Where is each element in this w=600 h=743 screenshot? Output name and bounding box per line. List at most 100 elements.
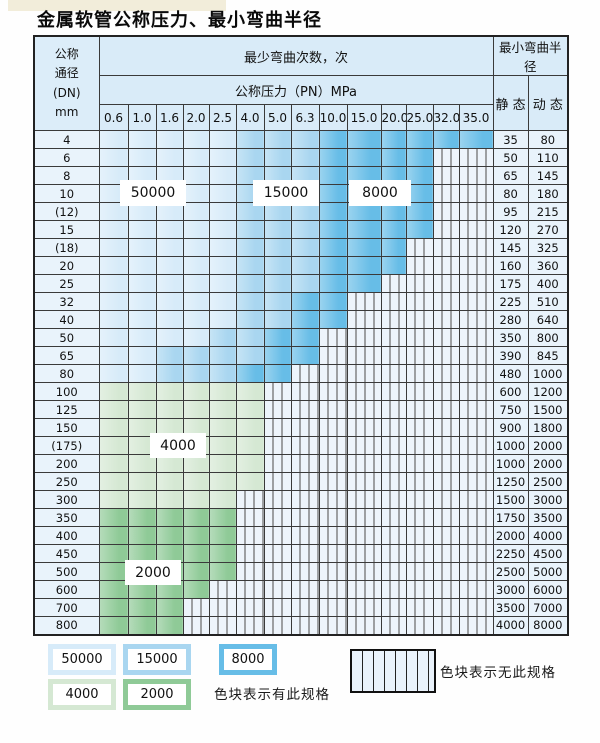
spec-cell: [98, 382, 129, 401]
spec-cell: [432, 130, 460, 149]
no-spec-hatch-cell: [458, 580, 494, 599]
spec-cell: [98, 364, 129, 383]
no-spec-hatch-cell: [290, 454, 320, 473]
spec-cell: [127, 364, 157, 383]
no-spec-hatch-cell: [405, 328, 434, 347]
dn-cell: 32: [33, 292, 100, 311]
no-spec-hatch-cell: [346, 616, 382, 635]
no-spec-hatch-cell: [235, 562, 265, 581]
spec-cell: [208, 274, 237, 293]
no-spec-hatch-cell: [263, 544, 292, 563]
dynamic-radius-cell: 2000: [527, 454, 569, 473]
no-spec-hatch-cell: [235, 526, 265, 545]
table-row: 200 1000 2000: [33, 454, 569, 473]
spec-cell: [346, 202, 382, 221]
spec-cell: [182, 544, 210, 563]
spec-cell: [155, 508, 184, 527]
no-spec-hatch-cell: [405, 598, 434, 617]
no-spec-hatch-cell: [318, 364, 348, 383]
no-spec-hatch-cell: [290, 580, 320, 599]
table-row: (175) 1000 2000: [33, 436, 569, 455]
no-spec-hatch-cell: [458, 274, 494, 293]
spec-cell: [208, 454, 237, 473]
no-spec-hatch-cell: [458, 598, 494, 617]
pressure-col-header: 10.0: [318, 104, 348, 131]
table-row: 800 4000 8000: [33, 616, 569, 635]
static-radius-cell: 2250: [492, 544, 529, 563]
no-spec-hatch-cell: [458, 148, 494, 167]
no-spec-hatch-cell: [346, 526, 382, 545]
spec-cell: [263, 238, 292, 257]
spec-cell: [208, 148, 237, 167]
no-spec-hatch-cell: [380, 490, 407, 509]
spec-cell: [235, 220, 265, 239]
spec-cell: [155, 148, 184, 167]
table-row: 50 350 800: [33, 328, 569, 347]
pressure-col-header: 25.0: [405, 104, 434, 131]
dynamic-header: 动 态: [527, 75, 569, 131]
no-spec-hatch-cell: [458, 526, 494, 545]
no-spec-hatch-cell: [405, 274, 434, 293]
dn-cell: 100: [33, 382, 100, 401]
spec-cell: [182, 274, 210, 293]
spec-cell: [263, 274, 292, 293]
no-spec-hatch-cell: [432, 148, 460, 167]
spec-cell: [182, 418, 210, 437]
no-spec-hatch-cell: [458, 472, 494, 491]
dn-cell: (175): [33, 436, 100, 455]
spec-cell: [405, 130, 434, 149]
dynamic-radius-cell: 845: [527, 346, 569, 365]
dn-header: 公称 通径 (DN) mm: [33, 35, 100, 131]
no-spec-hatch-cell: [318, 382, 348, 401]
no-spec-hatch-cell: [405, 562, 434, 581]
dynamic-radius-cell: 510: [527, 292, 569, 311]
dynamic-radius-cell: 360: [527, 256, 569, 275]
no-spec-hatch-cell: [405, 418, 434, 437]
dn-header-line: (DN): [52, 85, 81, 100]
spec-cell: [208, 328, 237, 347]
no-spec-hatch-cell: [405, 292, 434, 311]
no-spec-hatch-cell: [346, 580, 382, 599]
spec-cell: [127, 490, 157, 509]
no-spec-hatch-cell: [380, 562, 407, 581]
spec-cell: [290, 130, 320, 149]
dynamic-radius-cell: 325: [527, 238, 569, 257]
spec-cell: [182, 310, 210, 329]
no-spec-hatch-cell: [380, 364, 407, 383]
no-spec-hatch-cell: [380, 292, 407, 311]
dn-cell: 40: [33, 310, 100, 329]
no-spec-hatch-cell: [290, 526, 320, 545]
no-spec-hatch-cell: [380, 310, 407, 329]
legend-has-spec-text: 色块表示有此规格: [214, 687, 330, 703]
spec-cell: [155, 526, 184, 545]
spec-cell: [346, 256, 382, 275]
no-spec-hatch-cell: [380, 454, 407, 473]
spec-cell: [98, 148, 129, 167]
no-spec-hatch-cell: [458, 292, 494, 311]
dynamic-radius-cell: 5000: [527, 562, 569, 581]
table-row: 700 3500 7000: [33, 598, 569, 617]
spec-cell: [182, 400, 210, 419]
no-spec-hatch-cell: [458, 238, 494, 257]
no-spec-hatch-cell: [405, 526, 434, 545]
table-row: 25 175 400: [33, 274, 569, 293]
table-row: 400 2000 4000: [33, 526, 569, 545]
spec-cell: [155, 598, 184, 617]
no-spec-hatch-cell: [432, 274, 460, 293]
static-radius-cell: 1750: [492, 508, 529, 527]
no-spec-hatch-cell: [380, 616, 407, 635]
spec-cell: [235, 436, 265, 455]
table-row: 350 1750 3500: [33, 508, 569, 527]
no-spec-hatch-cell: [458, 346, 494, 365]
spec-cell: [127, 382, 157, 401]
spec-table-wrap: 公称 通径 (DN) mm 最少弯曲次数，次 最小弯曲半径 公称压力（PN）MP…: [33, 35, 570, 636]
spec-cell: [182, 202, 210, 221]
spec-cell: [182, 328, 210, 347]
spec-cell: [127, 472, 157, 491]
bend-times-header: 最少弯曲次数，次: [98, 35, 494, 76]
static-radius-cell: 1500: [492, 490, 529, 509]
dn-header-line: 通径: [54, 66, 79, 81]
no-spec-hatch-cell: [290, 418, 320, 437]
dn-cell: 65: [33, 346, 100, 365]
dn-cell: 6: [33, 148, 100, 167]
